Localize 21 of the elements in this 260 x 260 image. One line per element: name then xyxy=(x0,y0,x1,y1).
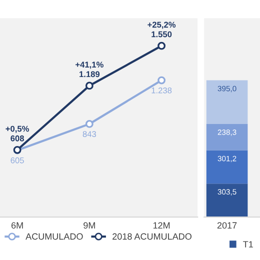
point xyxy=(158,42,166,50)
x-tick-label: 2017 xyxy=(217,222,237,229)
x-tick-label: 9M xyxy=(84,222,95,229)
point xyxy=(85,120,94,128)
legend-label: T1 xyxy=(243,241,253,248)
bar xyxy=(206,80,248,124)
point xyxy=(85,82,94,90)
legend-label: ACUMULADO xyxy=(26,233,83,240)
data-label: 605 xyxy=(10,157,24,164)
data-label: +41,1% 1.189 xyxy=(76,62,104,78)
bar xyxy=(206,150,248,184)
data-label: +25,2% 1.550 xyxy=(148,22,176,38)
bar xyxy=(206,124,248,150)
x-tick-label: 12M xyxy=(153,222,170,229)
legend-label: 2018 ACUMULADO xyxy=(112,233,192,240)
data-label: 1.238 xyxy=(152,87,172,94)
data-label: 843 xyxy=(82,131,96,138)
bar xyxy=(206,184,248,218)
x-tick-label: 6M xyxy=(11,222,23,229)
data-label: +0,5% 608 xyxy=(6,126,30,142)
point xyxy=(158,76,166,84)
